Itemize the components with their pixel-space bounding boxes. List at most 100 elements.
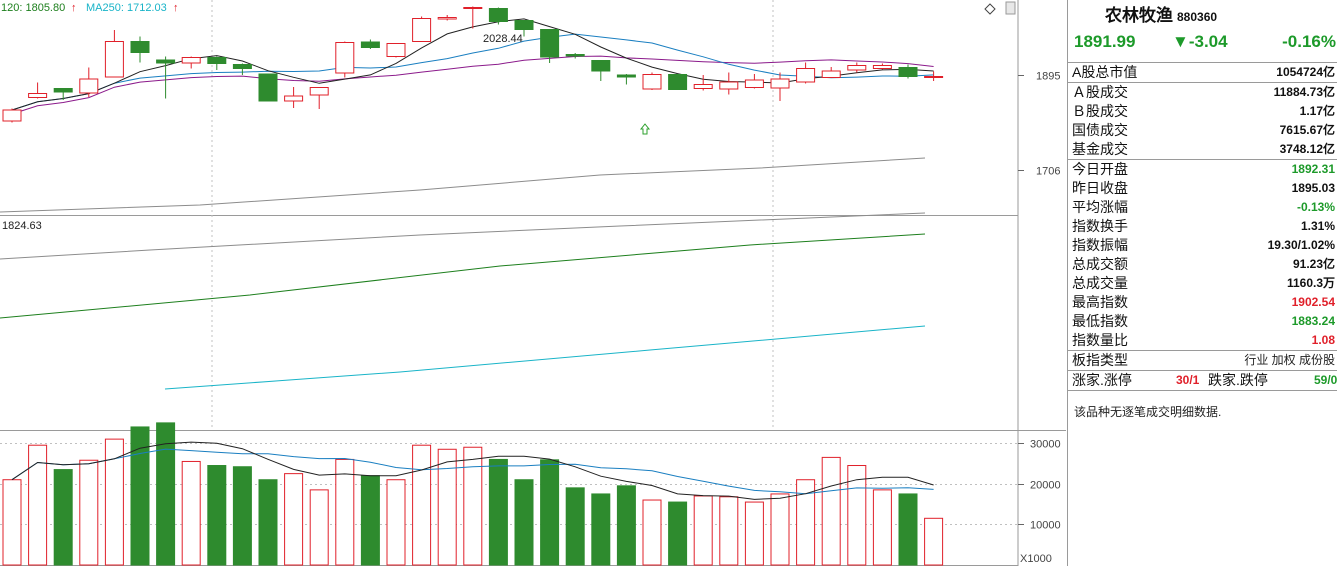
candle-body: [28, 93, 48, 98]
candle-down: [130, 36, 150, 63]
volume-ma10-line: [11, 448, 934, 495]
candle-up: [796, 62, 816, 84]
volume-bar: [693, 495, 713, 566]
candle-body: [386, 43, 406, 57]
scrollbar-handle[interactable]: [1005, 1, 1016, 15]
volume-bar: [360, 475, 380, 566]
volume-bar: [258, 479, 278, 566]
volume-bar: [898, 493, 918, 566]
price-tick-label: 1895: [1036, 71, 1060, 83]
volume-bar: [53, 469, 73, 566]
board-tags[interactable]: 行业 加权 成份股: [1244, 353, 1335, 367]
stat-label: 基金成交: [1072, 141, 1128, 157]
stat-row: 最低指数 1883.24: [1068, 312, 1337, 331]
up-down-row: 涨家.涨停 30/1 跌家.跌停 59/0: [1068, 370, 1337, 391]
stat-label: Ｂ股成交: [1072, 103, 1128, 119]
candle-body: [540, 29, 560, 58]
candle-up: [412, 16, 432, 42]
candle-body: [79, 78, 99, 94]
candle-up: [335, 41, 355, 78]
quote-panel: 农林牧渔 880360 1891.99 ▼-3.04 -0.16% A股总市值 10…: [1067, 0, 1337, 566]
stat-row: 国债成交 7615.67亿: [1068, 121, 1337, 140]
candle-body: [2, 109, 22, 122]
candle-down: [360, 39, 380, 49]
horizontal-grid: [0, 75, 1024, 525]
candle-up: [437, 15, 457, 21]
volume-ma5-line: [11, 441, 934, 500]
candle-body: [924, 76, 944, 78]
stat-row: A股总市值 1054724亿: [1068, 62, 1337, 82]
ma5-line: [11, 18, 934, 111]
stat-row: 总成交额 91.23亿: [1068, 255, 1337, 274]
candle-body: [335, 42, 355, 74]
ma250-arrow: ↑: [173, 2, 179, 14]
stat-value: 1.17亿: [1299, 104, 1335, 118]
candle-body: [872, 65, 892, 69]
candle-body: [360, 41, 380, 48]
candle-body: [463, 7, 483, 9]
candle-up: [28, 82, 48, 99]
volume-ma-lines: [11, 441, 934, 500]
candle-up: [693, 75, 713, 91]
stat-row: Ａ股成交 11884.73亿: [1068, 82, 1337, 102]
kline-chart[interactable]: 1895 1706 30000 20000 10000 120: 1805.80 ↑ M…: [0, 0, 1066, 566]
stat-value: 91.23亿: [1292, 257, 1335, 271]
candle-up: [79, 67, 99, 97]
volume-bar: [821, 456, 841, 566]
stat-value: 1.08: [1311, 333, 1335, 347]
high-price-label: 2028.44: [483, 33, 523, 45]
volume-bar: [642, 499, 662, 566]
stat-value: 1883.24: [1291, 314, 1335, 328]
candle-body: [156, 59, 176, 64]
candle-up: [2, 108, 22, 123]
volume-bar: [744, 501, 764, 566]
candle-up: [642, 72, 662, 90]
candle-down: [565, 53, 585, 59]
stat-label: 最高指数: [1072, 294, 1128, 310]
ma120-label: 120: 1805.80: [1, 2, 65, 14]
stat-label: A股总市值: [1072, 64, 1138, 80]
candle-down: [540, 29, 560, 63]
stat-row: 基金成交 3748.12亿: [1068, 140, 1337, 159]
candle-up: [181, 56, 201, 69]
candle-body: [796, 68, 816, 83]
volume-bar: [335, 458, 355, 566]
stat-row: 指数换手 1.31%: [1068, 217, 1337, 236]
candle-down: [616, 74, 636, 85]
volume-bar: [514, 479, 534, 566]
candle-up: [104, 30, 124, 78]
candle-body: [847, 65, 867, 71]
ma120-arrow: ↑: [71, 2, 77, 14]
stat-value: 1160.3万: [1286, 276, 1335, 290]
volume-bar: [130, 426, 150, 566]
stat-value: 1054724亿: [1276, 65, 1335, 79]
up-arrow-icon: [639, 123, 651, 135]
diamond-icon[interactable]: [984, 3, 996, 15]
stat-label: 总成交额: [1072, 256, 1128, 272]
stat-row: 指数量比 1.08: [1068, 331, 1337, 350]
updown-label: 涨家.涨停: [1072, 372, 1132, 388]
volume-bar: [591, 493, 611, 566]
candle-body: [565, 54, 585, 57]
ma10-line: [11, 33, 934, 111]
index-change-pct: -0.16%: [1282, 32, 1336, 51]
volume-bar: [565, 487, 585, 566]
candle-up: [924, 71, 944, 81]
candle-up: [386, 43, 406, 58]
volume-bar: [796, 479, 816, 566]
stat-row: 指数振幅 19.30/1.02%: [1068, 236, 1337, 255]
candle-body: [821, 70, 841, 78]
volume-tick-label: 20000: [1030, 480, 1061, 492]
candle-body: [284, 95, 304, 102]
candle-down: [488, 7, 508, 25]
candle-body: [616, 74, 636, 78]
candle-down: [514, 20, 534, 37]
ma250-line: [164, 325, 926, 390]
volume-bar: [437, 448, 457, 566]
candle-body: [591, 60, 611, 72]
stat-row: 最高指数 1902.54: [1068, 293, 1337, 312]
stat-label: 昨日收盘: [1072, 180, 1128, 196]
candle-down: [591, 60, 611, 81]
candle-down: [156, 56, 176, 99]
volume-bar: [719, 496, 739, 566]
